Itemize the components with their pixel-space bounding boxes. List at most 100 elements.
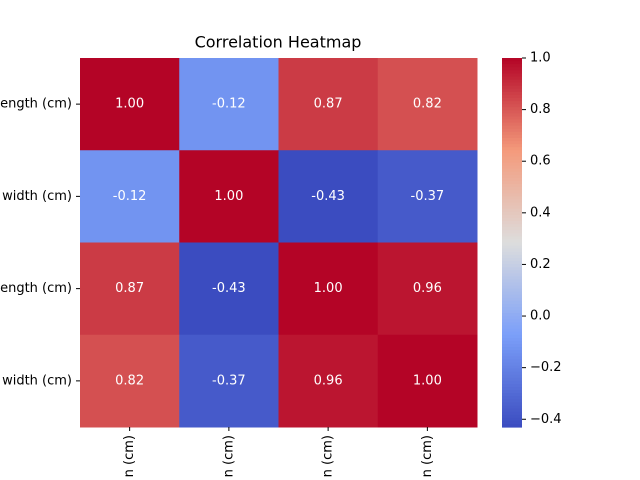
colorbar-segment (502, 304, 522, 308)
cell-label: 0.82 (115, 373, 144, 388)
colorbar-segment (502, 260, 522, 265)
colorbar-segment (502, 405, 522, 410)
cell-label: 0.82 (413, 97, 442, 112)
cell-label: 1.00 (413, 373, 442, 388)
colorbar-segment (502, 174, 522, 179)
colorbar-segment (502, 368, 522, 373)
colorbar-segment (502, 270, 522, 274)
colorbar-segment (502, 101, 522, 105)
colorbar-segment (502, 134, 522, 139)
heatmap-cell (278, 150, 379, 243)
colorbar-segment (502, 122, 522, 127)
colorbar-segment (502, 254, 522, 259)
colorbar-segment (502, 390, 522, 394)
cell-label: 0.96 (314, 373, 343, 388)
colorbar-segment (502, 82, 522, 87)
colorbar-segment (502, 328, 522, 333)
colorbar-segment (502, 88, 522, 93)
colorbar-segment (502, 104, 522, 108)
colorbar-segment (502, 177, 522, 182)
colorbar-segment (502, 371, 522, 376)
x-tick-label: n (cm) (122, 435, 137, 477)
chart-title: Correlation Heatmap (195, 33, 362, 52)
colorbar-segment (502, 279, 522, 284)
colorbar-segment (502, 285, 522, 290)
colorbar-tick-label: 0.2 (530, 257, 551, 272)
colorbar-segment (502, 217, 522, 222)
heatmap-cell (278, 334, 379, 428)
colorbar-segment (502, 144, 522, 148)
colorbar-segment (502, 224, 522, 228)
colorbar-segment (502, 205, 522, 210)
colorbar-segment (502, 230, 522, 234)
cell-label: 0.96 (413, 281, 442, 296)
heatmap-cell (377, 334, 478, 428)
colorbar-segment (502, 310, 522, 314)
colorbar-segment (502, 380, 522, 385)
colorbar-segment (502, 313, 522, 317)
colorbar-segment (502, 356, 522, 360)
cell-label: -0.12 (212, 97, 246, 112)
colorbar-segment (502, 245, 522, 250)
colorbar-segment (502, 171, 522, 176)
colorbar-segment (502, 408, 522, 413)
heatmap-cell (179, 150, 279, 243)
y-tick-label: ength (cm) (0, 97, 72, 112)
colorbar-segment (502, 137, 522, 142)
colorbar-segment (502, 343, 522, 348)
heatmap-cell (80, 58, 180, 151)
colorbar-tick-label: 0.6 (530, 154, 551, 169)
colorbar-segment (502, 110, 522, 114)
heatmap-cell (80, 334, 180, 428)
colorbar-segment (502, 282, 522, 287)
heatmap-cell (278, 242, 379, 336)
colorbar-segment (502, 236, 522, 241)
colorbar-segment (502, 165, 522, 170)
colorbar-segment (502, 156, 522, 161)
cell-label: 0.87 (314, 97, 343, 112)
colorbar-segment (502, 273, 522, 277)
x-tick-label: n (cm) (321, 435, 336, 477)
colorbar-segment (502, 91, 522, 96)
y-tick-label: width (cm) (2, 373, 72, 388)
colorbar-segment (502, 107, 522, 111)
colorbar-segment (502, 85, 522, 90)
colorbar-segment (502, 125, 522, 130)
colorbar-segment (502, 337, 522, 342)
colorbar-segment (502, 420, 522, 425)
colorbar-segment (502, 319, 522, 324)
colorbar-segment (502, 61, 522, 65)
colorbar-segment (502, 387, 522, 391)
colorbar-segment (502, 64, 522, 68)
colorbar-segment (502, 168, 522, 173)
colorbar-segment (502, 67, 522, 71)
colorbar-segment (502, 131, 522, 136)
colorbar-segment (502, 374, 522, 379)
y-tick-label: width (cm) (2, 189, 72, 204)
cell-label: 1.00 (115, 97, 144, 112)
colorbar-segment (502, 94, 522, 99)
colorbar-segment (502, 141, 522, 145)
colorbar-segment (502, 288, 522, 293)
colorbar-tick-label: 0.8 (530, 102, 551, 117)
colorbar-segment (502, 162, 522, 167)
colorbar-tick-label: −0.2 (530, 360, 562, 375)
colorbar-segment (502, 190, 522, 194)
colorbar-segment (502, 187, 522, 191)
cell-label: -0.43 (212, 281, 246, 296)
colorbar-segment (502, 196, 522, 201)
colorbar-segment (502, 97, 522, 102)
colorbar-segment (502, 350, 522, 354)
colorbar-segment (502, 347, 522, 351)
colorbar-segment (502, 248, 522, 253)
colorbar-segment (502, 423, 522, 428)
colorbar-segment (502, 58, 522, 62)
heatmap-cell (377, 150, 478, 243)
heatmap-cell (179, 334, 279, 428)
colorbar-segment (502, 325, 522, 330)
cell-label: -0.37 (411, 189, 445, 204)
colorbar-segment (502, 153, 522, 157)
colorbar-segment (502, 383, 522, 388)
colorbar-segment (502, 119, 522, 124)
